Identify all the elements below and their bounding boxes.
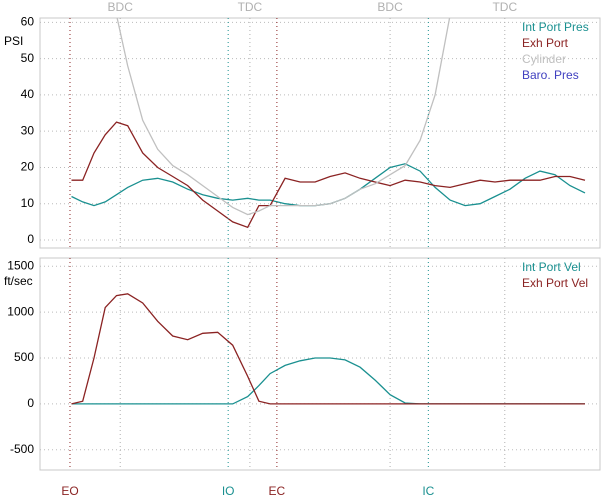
y-tick-label: 40 [21,87,35,101]
y-tick-label: 10 [21,196,35,210]
legend-label: Int Port Vel [522,260,581,274]
event-label: EC [269,484,286,498]
y-axis-label: ft/sec [4,274,33,288]
event-label: BDC [108,0,134,14]
y-tick-label: 60 [21,15,35,29]
legend-label: Int Port Pres [522,20,589,34]
y-tick-label: 1000 [7,304,34,318]
event-label: BDC [377,0,403,14]
event-label: TDC [238,0,263,14]
series-line [71,293,585,405]
event-label: EO [61,484,78,498]
y-tick-label: 500 [14,350,34,364]
y-tick-label: 0 [27,232,34,246]
panel-frame [39,257,601,471]
y-axis-label: PSI [4,34,23,48]
series-line [71,121,586,229]
series-line [116,18,451,216]
legend-label: Exh Port Vel [522,276,588,290]
legend-label: Baro. Pres [522,68,579,82]
y-tick-label: 1500 [7,258,34,272]
event-label: TDC [492,0,517,14]
event-label: IC [422,484,434,498]
y-tick-label: 30 [21,123,35,137]
y-tick-label: -500 [10,442,34,456]
y-tick-label: 50 [21,51,35,65]
y-tick-label: 0 [27,396,34,410]
y-tick-label: 20 [21,160,35,174]
legend-label: Exh Port [522,36,569,50]
event-label: IO [222,484,235,498]
panel-frame [39,17,601,249]
legend-label: Cylinder [522,52,566,66]
